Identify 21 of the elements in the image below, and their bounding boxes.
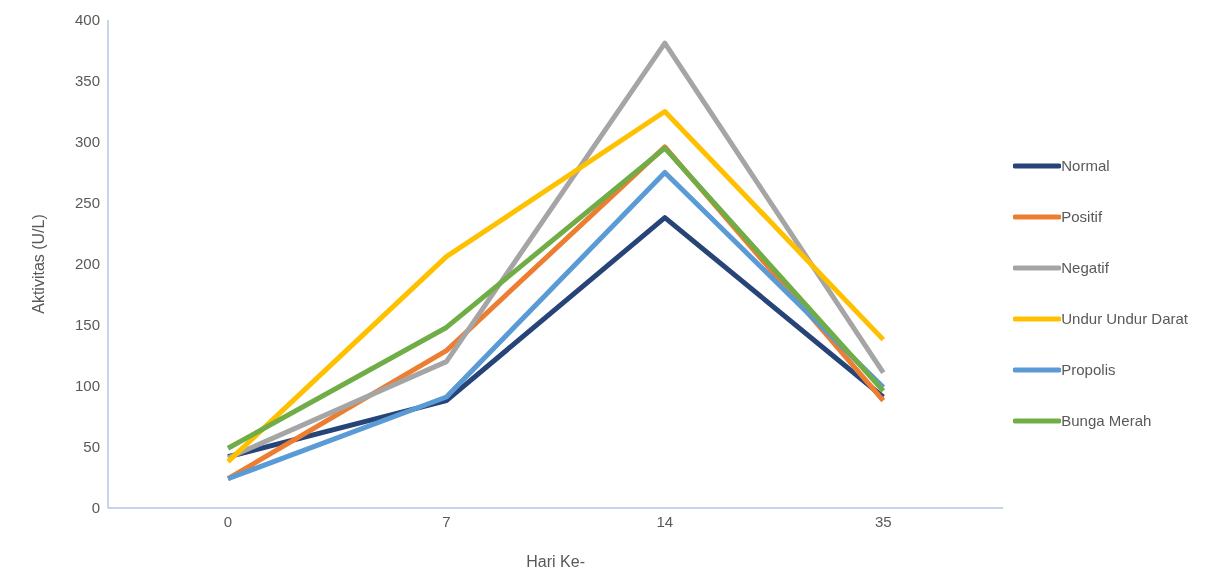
y-tick-label: 300 xyxy=(74,133,100,151)
legend-label: Undur Undur Darat xyxy=(1061,310,1188,327)
y-axis-title: Aktivitas (U/L) xyxy=(29,214,47,314)
y-tick-label: 50 xyxy=(83,438,100,456)
y-tick-label: 150 xyxy=(74,316,100,334)
y-tick-label: 100 xyxy=(74,377,100,395)
x-tick-label: 14 xyxy=(656,512,674,530)
legend-label: Positif xyxy=(1061,208,1103,225)
y-tick-label: 200 xyxy=(74,255,100,273)
x-tick-label: 7 xyxy=(442,512,451,530)
y-tick-label: 0 xyxy=(91,499,100,517)
y-tick-label: 250 xyxy=(74,194,100,212)
legend-label: Negatif xyxy=(1061,259,1109,276)
y-tick-label: 350 xyxy=(74,72,100,90)
y-tick-label: 400 xyxy=(74,11,100,29)
x-tick-label: 0 xyxy=(223,512,233,530)
legend-label: Bunga Merah xyxy=(1061,412,1152,429)
legend-label: Normal xyxy=(1061,157,1110,174)
x-axis-title: Hari Ke- xyxy=(526,553,585,571)
legend-label: Propolis xyxy=(1061,361,1116,378)
x-tick-label: 35 xyxy=(874,512,892,530)
